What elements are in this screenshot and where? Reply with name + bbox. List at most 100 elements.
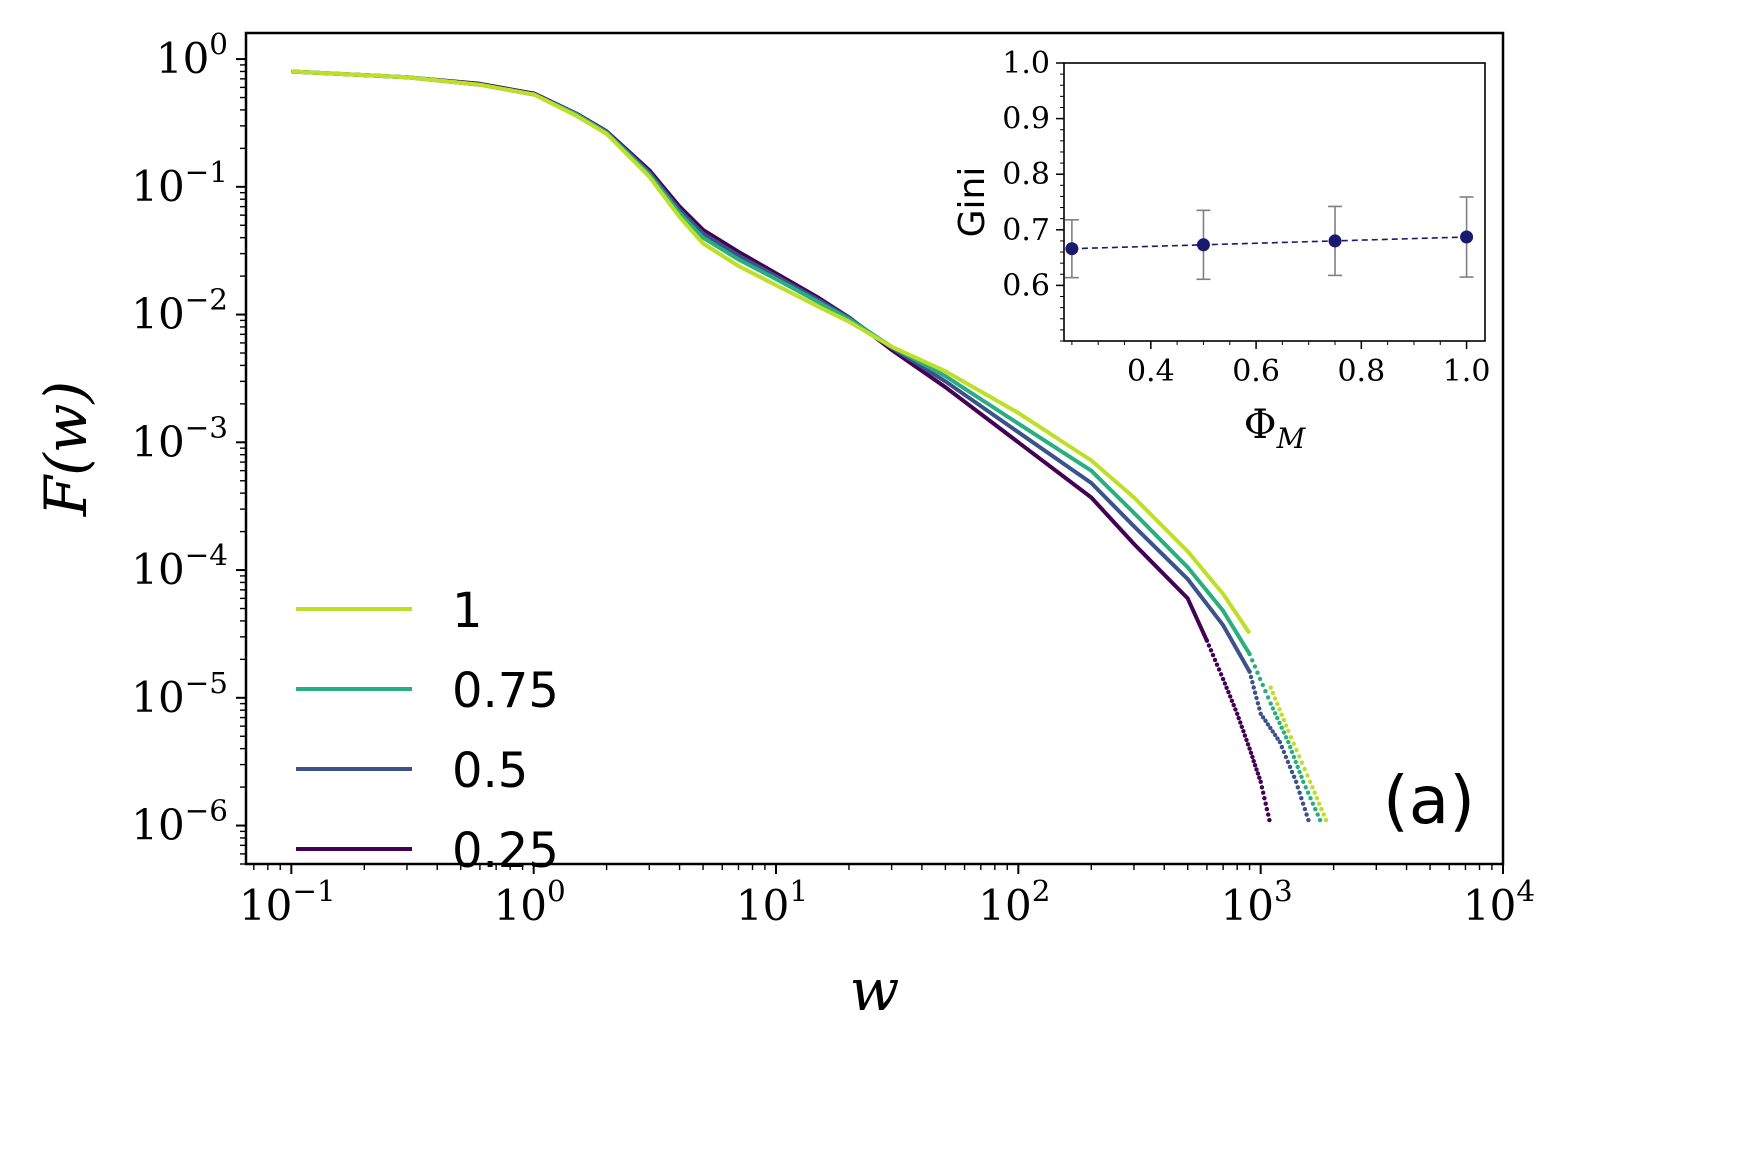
series-line-1 <box>291 69 1252 635</box>
series-dot-0.5 <box>1283 754 1289 760</box>
series-dot-0.5 <box>1302 806 1308 812</box>
inset-dashed-line <box>1071 236 1467 250</box>
series-dot-0.25 <box>1241 729 1246 734</box>
series-dot-0.5 <box>1251 685 1256 690</box>
panel-label: (a) <box>1383 762 1475 839</box>
series-dot-1 <box>1288 735 1294 740</box>
series-dot-0.5 <box>1255 701 1261 706</box>
inset-point <box>1328 234 1342 248</box>
series-dot-0.25 <box>1235 711 1240 716</box>
series-dot-1 <box>1299 760 1305 765</box>
series-dot-0.75 <box>1295 764 1300 770</box>
inset-y-tick-label: 1.0 <box>1002 46 1050 81</box>
series-dot-0.5 <box>1295 785 1301 790</box>
series-dot-0.25 <box>1212 657 1218 663</box>
series-dot-1 <box>1272 696 1278 701</box>
series-dot-1 <box>1297 754 1302 759</box>
series-dot-1 <box>1305 773 1310 778</box>
series-dot-0.25 <box>1228 694 1233 699</box>
series-dot-0.75 <box>1305 790 1311 795</box>
series-dot-0.5 <box>1281 749 1287 755</box>
series-dot-0.25 <box>1264 806 1270 812</box>
legend-label: 0.25 <box>452 823 559 879</box>
series-dot-0.5 <box>1270 729 1275 734</box>
series-dot-0.75 <box>1286 739 1291 745</box>
series-dot-0.5 <box>1265 722 1271 727</box>
inset-point <box>1065 242 1079 256</box>
series-dot-0.75 <box>1279 725 1284 730</box>
series-dot-0.75 <box>1299 774 1304 779</box>
legend-label: 0.5 <box>452 743 528 799</box>
series-dot-0.25 <box>1258 779 1263 784</box>
series-dot-1 <box>1307 779 1313 784</box>
series-dot-0.25 <box>1214 662 1220 667</box>
inset-y-tick-label: 0.9 <box>1002 102 1050 137</box>
series-dot-0.25 <box>1206 643 1212 648</box>
x-tick-label: 102 <box>978 874 1050 930</box>
x-tick-label: 103 <box>1221 874 1293 930</box>
series-dot-1 <box>1286 728 1291 734</box>
series-dot-0.5 <box>1297 790 1302 795</box>
series-dot-0.25 <box>1222 681 1228 686</box>
series-dot-0.5 <box>1285 759 1291 765</box>
series-dot-1 <box>1302 766 1307 772</box>
series-dot-0.5 <box>1293 779 1299 784</box>
series-dot-0.75 <box>1297 769 1302 775</box>
series-dot-0.25 <box>1216 667 1222 672</box>
series-dot-0.75 <box>1270 706 1276 711</box>
series-dot-0.75 <box>1315 812 1320 817</box>
series-dot-0.75 <box>1301 779 1306 784</box>
series-dot-0.75 <box>1265 695 1271 700</box>
series-dot-0.25 <box>1261 790 1266 795</box>
series-dot-0.25 <box>1267 817 1272 823</box>
series-dot-0.75 <box>1250 658 1255 663</box>
series-dot-0.25 <box>1257 775 1262 780</box>
series-dot-0.25 <box>1220 676 1226 682</box>
series-dot-0.5 <box>1304 812 1309 817</box>
series-dot-1 <box>1294 747 1299 753</box>
series-dot-0.5 <box>1268 725 1273 731</box>
y-tick-label: 10−5 <box>131 666 228 722</box>
series-dot-0.5 <box>1247 669 1252 674</box>
x-tick-label: 101 <box>736 874 808 930</box>
series-dot-0.75 <box>1272 711 1278 716</box>
series-dot-0.5 <box>1300 801 1306 806</box>
y-tick-label: 10−6 <box>131 794 228 850</box>
series-dot-0.25 <box>1239 724 1245 729</box>
y-tick-label: 10−3 <box>131 410 228 466</box>
series-dot-0.75 <box>1247 651 1252 657</box>
series-dot-0.5 <box>1289 769 1295 775</box>
series-dot-0.75 <box>1268 701 1273 706</box>
inset-y-axis-label: Gini <box>952 167 993 238</box>
series-dot-0.25 <box>1245 742 1251 747</box>
x-tick-label: 10−1 <box>239 874 336 930</box>
series-dot-0.75 <box>1260 682 1266 688</box>
series-dot-0.5 <box>1258 711 1263 716</box>
series-dot-0.75 <box>1288 744 1293 750</box>
series-dot-0.25 <box>1233 707 1238 712</box>
series-dot-0.25 <box>1254 767 1259 772</box>
series-dot-0.25 <box>1229 698 1235 703</box>
series-dot-1 <box>1321 812 1326 817</box>
series-dot-1 <box>1279 712 1284 717</box>
series-dot-0.25 <box>1231 702 1236 708</box>
inset-frame <box>1063 62 1486 342</box>
inset-x-tick-label: 0.6 <box>1232 354 1280 389</box>
y-tick-label: 100 <box>156 27 228 83</box>
series-dot-0.25 <box>1218 672 1224 677</box>
series-dot-0.5 <box>1272 732 1278 738</box>
series-dot-0.75 <box>1283 735 1289 740</box>
series-dot-0.5 <box>1254 695 1259 701</box>
series-dot-1 <box>1268 685 1273 690</box>
inset-x-axis-label: ΦM <box>1244 402 1307 455</box>
series-dot-0.75 <box>1275 715 1280 721</box>
series-dot-0.25 <box>1255 771 1261 776</box>
series-dot-0.5 <box>1287 764 1293 770</box>
inset-x-tick-label: 0.4 <box>1127 354 1175 389</box>
series-dot-0.25 <box>1208 648 1214 653</box>
series-dot-0.5 <box>1291 774 1297 779</box>
series-dot-0.75 <box>1257 676 1263 682</box>
series-dot-0.5 <box>1263 718 1268 723</box>
